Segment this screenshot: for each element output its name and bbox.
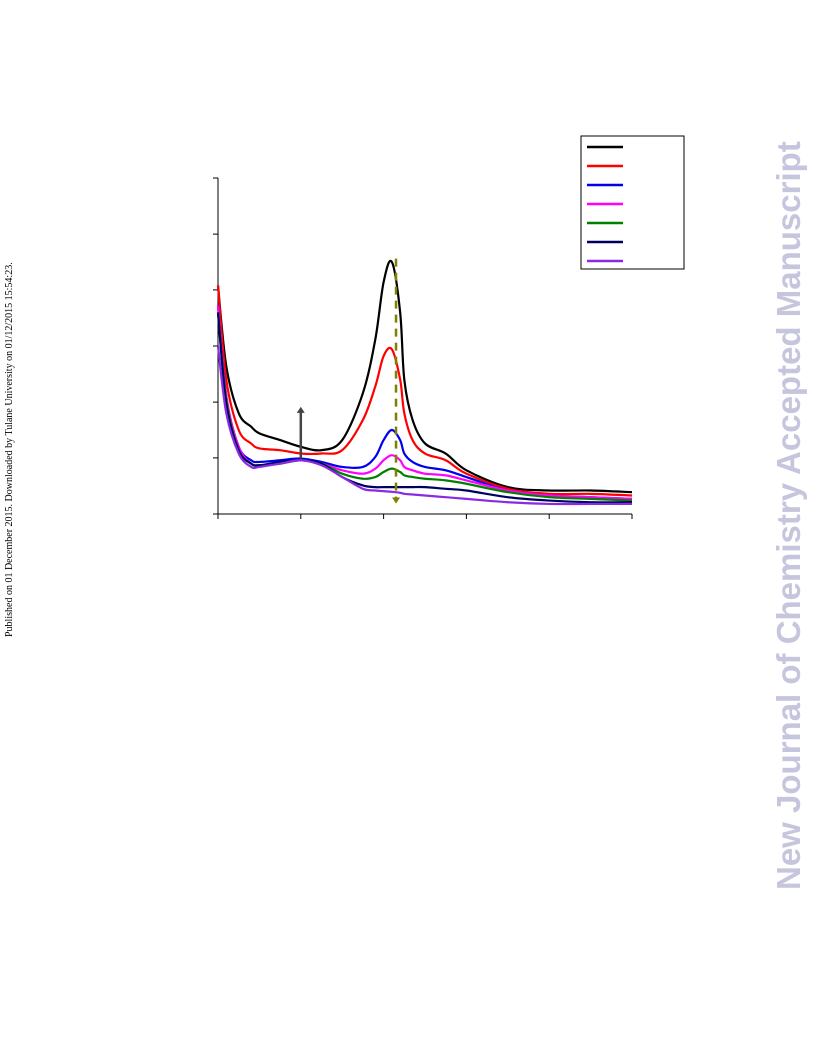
series-line-7 — [216, 345, 632, 506]
chart-axes — [213, 177, 633, 519]
legend-box — [580, 135, 685, 270]
series-line-6 — [216, 312, 633, 504]
series-line-2 — [216, 285, 633, 497]
series-layer — [216, 259, 633, 506]
annotation-layer — [296, 258, 401, 504]
series-line-5 — [216, 312, 633, 502]
series-line-3 — [216, 305, 633, 500]
series-line-1 — [216, 259, 633, 494]
series-line-4 — [216, 305, 633, 500]
legend — [580, 135, 685, 270]
